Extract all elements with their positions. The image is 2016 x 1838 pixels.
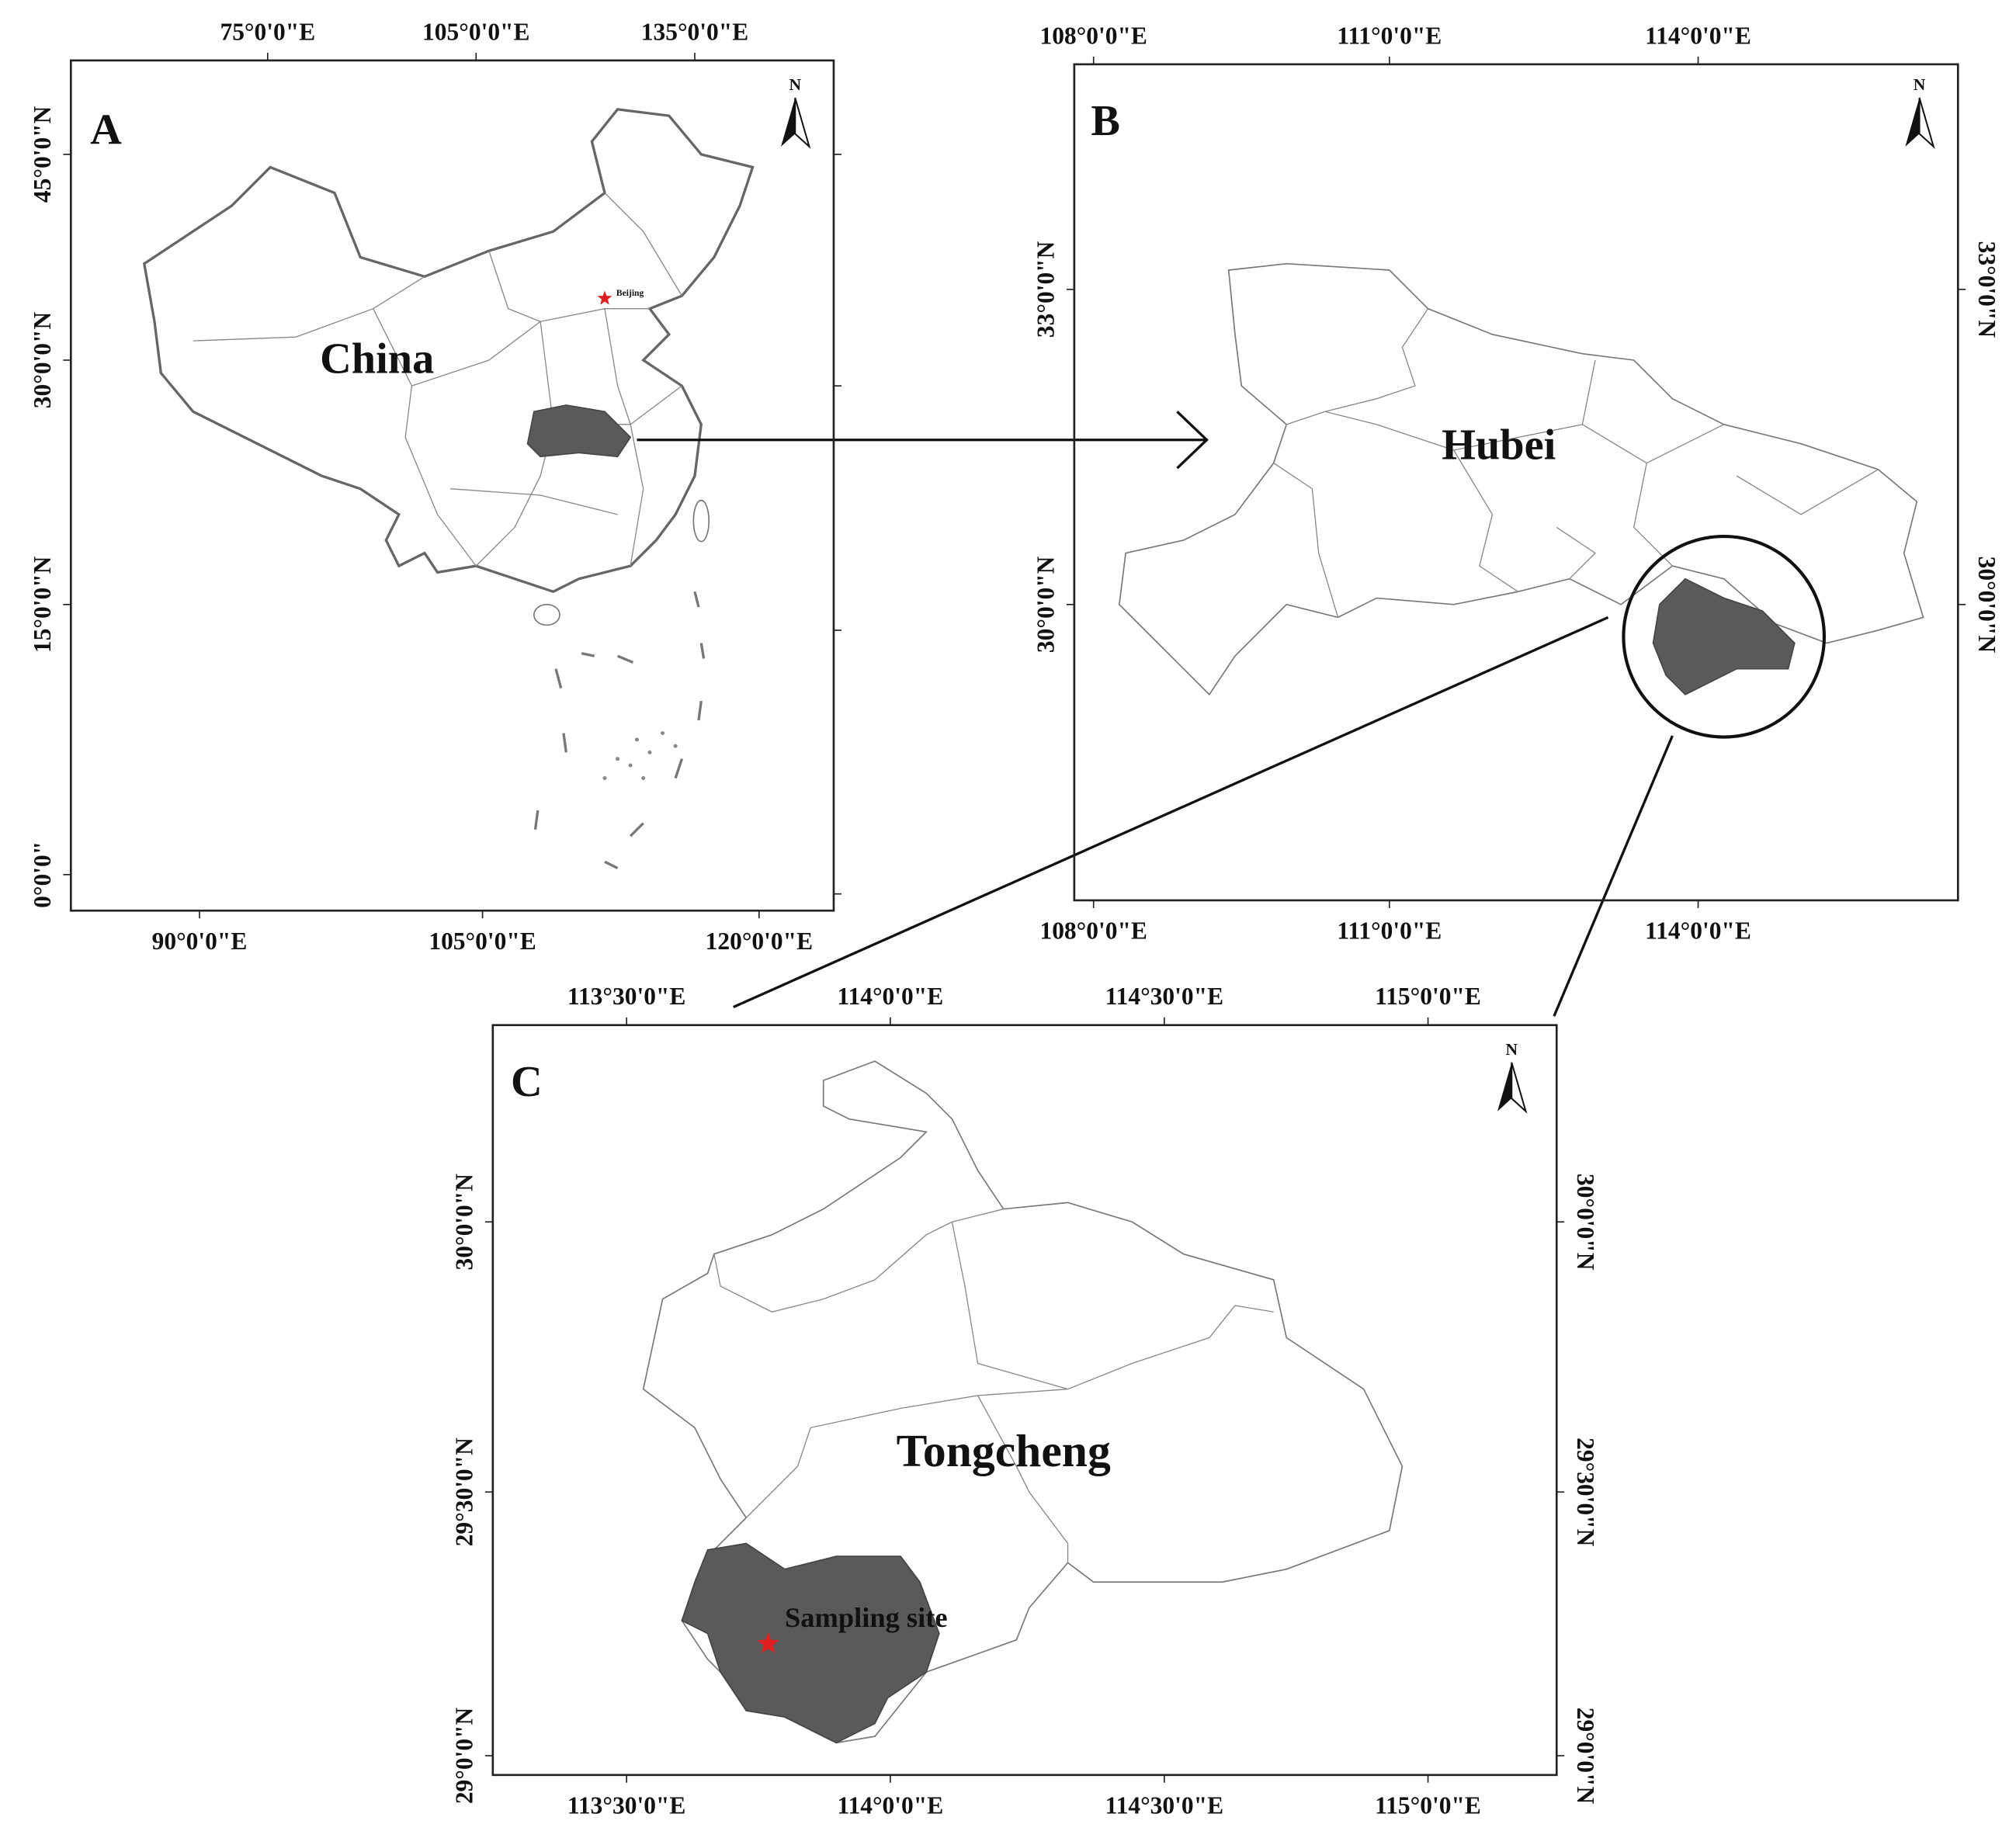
bottom-tick-label: 114°0'0"E	[838, 1792, 944, 1819]
hubei-map	[1118, 262, 1924, 739]
top-tick-label: 114°0'0"E	[1645, 22, 1751, 49]
north-arrow	[1905, 97, 1920, 147]
right-tick-label: 30°0'0"N	[1973, 557, 2000, 654]
site-label: Sampling site	[785, 1602, 948, 1633]
bottom-tick-label: 113°30'0"E	[567, 1792, 685, 1819]
top-tick-label: 135°0'0"E	[641, 18, 748, 45]
region-label: Tongcheng	[897, 1425, 1111, 1476]
left-tick-label: 30°0'0"N	[29, 311, 56, 408]
panel-frame	[1073, 63, 1959, 902]
panel-frame	[491, 1024, 1558, 1777]
right-tick-label: 29°30'0"N	[1572, 1437, 1599, 1546]
region-label: China	[320, 335, 434, 383]
bottom-tick-label: 120°0'0"E	[706, 928, 813, 955]
bottom-tick-label: 115°0'0"E	[1375, 1792, 1481, 1819]
right-tick-label: 29°0'0"N	[1572, 1708, 1599, 1805]
bottom-tick-label: 114°30'0"E	[1105, 1792, 1223, 1819]
bottom-tick-label: 108°0'0"E	[1039, 917, 1147, 945]
right-tick-label: 30°0'0"N	[1572, 1174, 1599, 1271]
left-tick-label: 0°0'0"	[29, 841, 56, 908]
left-tick-label: 29°0'0"N	[450, 1707, 477, 1804]
bottom-tick-label: 111°0'0"E	[1337, 917, 1442, 945]
panel-label: B	[1091, 97, 1120, 145]
top-tick-label: 108°0'0"E	[1039, 22, 1147, 49]
north-arrow	[1497, 1062, 1512, 1111]
panel-frame	[69, 59, 835, 912]
north-label: N	[789, 75, 801, 94]
north-arrow	[1511, 1062, 1528, 1114]
panel-label: A	[90, 106, 122, 154]
north-label: N	[1505, 1040, 1518, 1059]
tongcheng-map	[642, 1060, 1404, 1744]
right-tick-label: 33°0'0"N	[1973, 241, 2000, 338]
top-tick-label: 105°0'0"E	[422, 18, 529, 45]
top-tick-label: 113°30'0"E	[567, 983, 685, 1010]
left-tick-label: 33°0'0"N	[1032, 241, 1059, 338]
bottom-tick-label: 114°0'0"E	[1645, 917, 1751, 945]
connectors	[637, 411, 1674, 1017]
north-arrow	[794, 97, 811, 150]
panel-label: C	[511, 1058, 543, 1106]
left-tick-label: 15°0'0"N	[29, 556, 56, 653]
capital-marker	[597, 290, 612, 305]
capital-label: Beijing	[616, 288, 644, 298]
top-tick-label: 114°0'0"E	[838, 983, 944, 1010]
left-tick-label: 30°0'0"N	[1032, 556, 1059, 653]
china-map	[142, 108, 755, 870]
north-arrow	[781, 97, 796, 147]
north-arrow	[1918, 97, 1935, 150]
left-tick-label: 45°0'0"N	[29, 106, 56, 203]
left-tick-label: 30°0'0"N	[450, 1174, 477, 1271]
bottom-tick-label: 105°0'0"E	[429, 928, 536, 955]
top-tick-label: 114°30'0"E	[1105, 983, 1223, 1010]
top-tick-label: 111°0'0"E	[1337, 22, 1442, 49]
site-marker	[757, 1632, 779, 1653]
top-tick-label: 115°0'0"E	[1375, 983, 1481, 1010]
north-label: N	[1914, 75, 1926, 94]
region-label: Hubei	[1442, 421, 1556, 470]
top-tick-label: 75°0'0"E	[220, 18, 315, 45]
left-tick-label: 29°30'0"N	[450, 1437, 477, 1546]
bottom-tick-label: 90°0'0"E	[152, 928, 248, 955]
